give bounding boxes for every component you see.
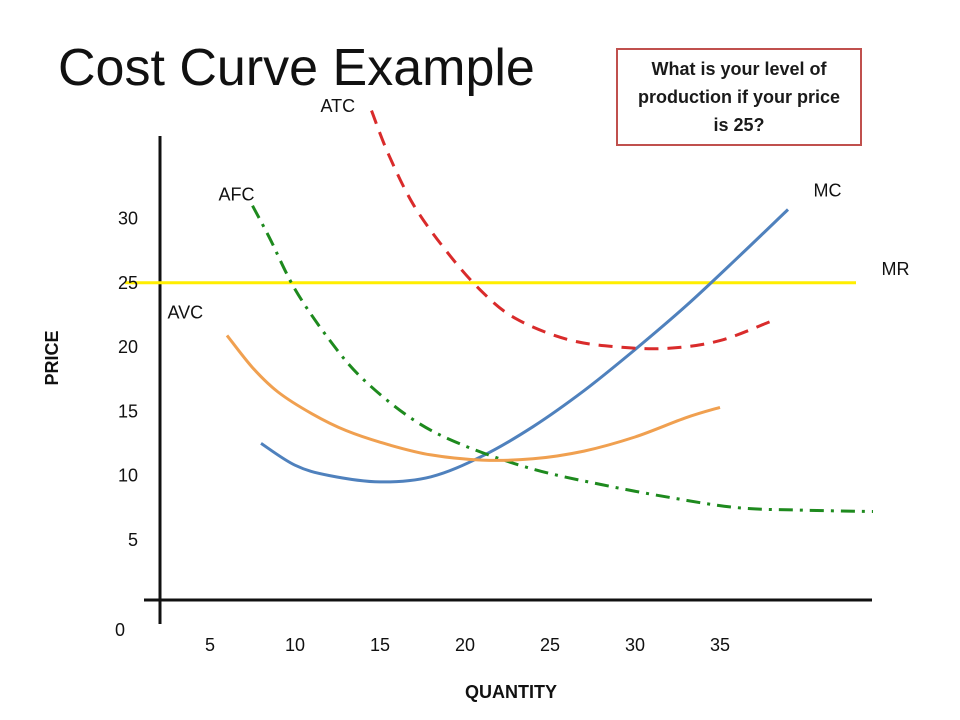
x-tick-label: 5: [205, 635, 215, 655]
x-axis-title: QUANTITY: [465, 682, 557, 702]
tick-labels: 5 10 15 20 25 30 35 5 10 15 20 25 30: [118, 209, 730, 656]
series-line-avc: [225, 334, 721, 462]
axes: [144, 136, 872, 624]
series-line-mc: [260, 208, 790, 484]
series-line-atc: [370, 110, 772, 351]
curve-label-avc: AVC: [168, 303, 204, 323]
x-tick-label: 20: [455, 635, 475, 655]
y-tick-label: 20: [118, 337, 138, 357]
x-tick-label: 30: [625, 635, 645, 655]
x-tick-label: 15: [370, 635, 390, 655]
series-line-afc: [251, 204, 874, 513]
question-box: What is your level of production if your…: [616, 48, 862, 146]
x-tick-label: 10: [285, 635, 305, 655]
curve-label-afc: AFC: [219, 185, 255, 205]
curve-label-atc: ATC: [321, 96, 356, 116]
origin-label: 0: [115, 620, 125, 640]
series-layer: [124, 110, 874, 513]
question-text: What is your level of production if your…: [637, 59, 840, 135]
y-tick-label: 5: [128, 530, 138, 550]
y-tick-label: 25: [118, 273, 138, 293]
y-tick-label: 30: [118, 209, 138, 229]
x-tick-label: 25: [540, 635, 560, 655]
y-tick-label: 10: [118, 466, 138, 486]
slide-title: Cost Curve Example: [58, 39, 535, 97]
curve-label-mc: MC: [814, 181, 842, 201]
y-axis-title: PRICE: [42, 330, 62, 385]
curve-label-mr: MR: [882, 259, 910, 279]
curve-labels: MC MR ATC AFC AVC: [168, 96, 910, 323]
y-tick-label: 15: [118, 401, 138, 421]
x-tick-label: 35: [710, 635, 730, 655]
